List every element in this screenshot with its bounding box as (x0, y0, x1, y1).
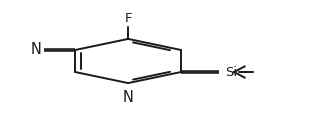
Text: F: F (124, 12, 132, 25)
Text: N: N (31, 42, 42, 57)
Text: Si: Si (225, 66, 237, 79)
Text: N: N (123, 90, 133, 105)
